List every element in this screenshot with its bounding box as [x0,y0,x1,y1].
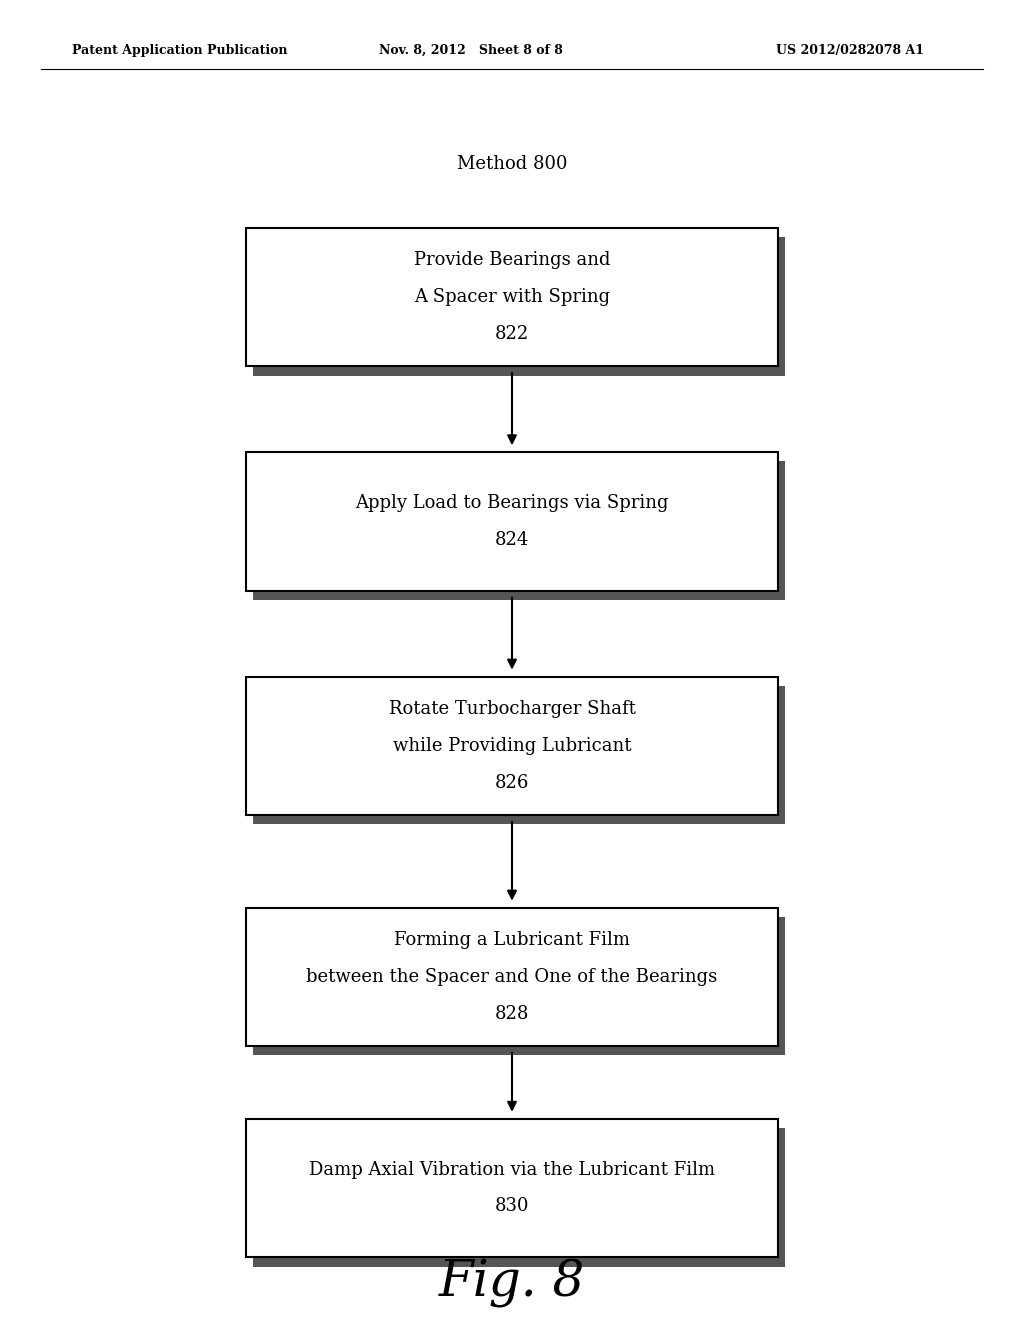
Text: A Spacer with Spring: A Spacer with Spring [414,288,610,306]
Text: between the Spacer and One of the Bearings: between the Spacer and One of the Bearin… [306,968,718,986]
Text: Apply Load to Bearings via Spring: Apply Load to Bearings via Spring [355,494,669,512]
Text: Patent Application Publication: Patent Application Publication [72,44,287,57]
Text: 830: 830 [495,1197,529,1216]
Bar [246,227,778,366]
Text: Damp Axial Vibration via the Lubricant Film: Damp Axial Vibration via the Lubricant F… [309,1160,715,1179]
Bar [246,453,778,591]
Text: Rotate Turbocharger Shaft: Rotate Turbocharger Shaft [388,700,636,718]
Text: 828: 828 [495,1005,529,1023]
Bar [253,916,785,1056]
Bar [246,908,778,1045]
Text: Method 800: Method 800 [457,154,567,173]
Text: 824: 824 [495,531,529,549]
Text: Fig. 8: Fig. 8 [439,1258,585,1308]
Text: 826: 826 [495,774,529,792]
Bar [246,676,778,814]
Bar [253,1127,785,1267]
Text: Forming a Lubricant Film: Forming a Lubricant Film [394,931,630,949]
Text: 822: 822 [495,325,529,343]
Bar [246,1119,778,1257]
Bar [253,462,785,599]
Text: US 2012/0282078 A1: US 2012/0282078 A1 [776,44,924,57]
Text: while Providing Lubricant: while Providing Lubricant [393,737,631,755]
Text: Provide Bearings and: Provide Bearings and [414,251,610,269]
Bar [253,686,785,824]
Bar [253,238,785,375]
Text: Nov. 8, 2012   Sheet 8 of 8: Nov. 8, 2012 Sheet 8 of 8 [379,44,563,57]
